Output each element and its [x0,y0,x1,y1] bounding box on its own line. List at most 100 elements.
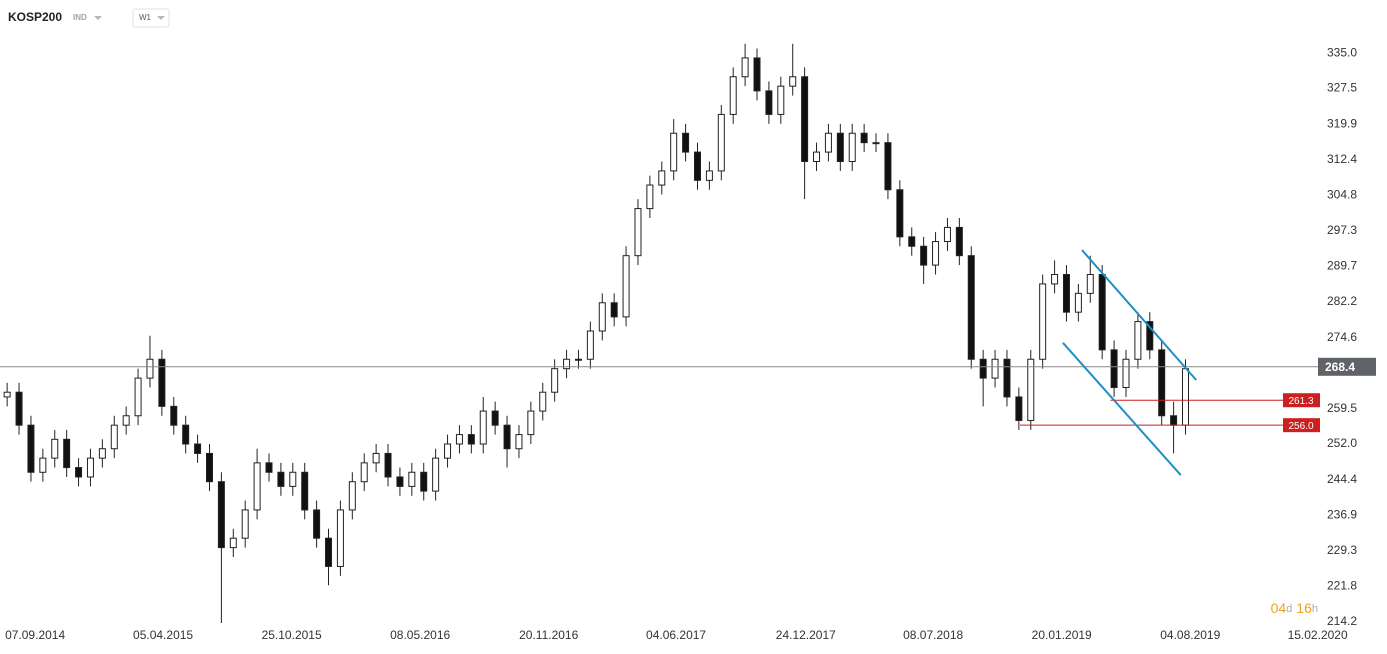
candle-body [313,509,321,539]
candle-body [1074,292,1082,313]
y-tick-label: 229.3 [1327,543,1357,557]
candle-body [1158,349,1166,417]
candle-body [396,476,404,487]
candle-body [51,438,59,459]
candle-body [586,330,594,360]
countdown-days: 04 [1271,600,1287,616]
candle-body [1027,358,1035,421]
x-tick-label: 24.12.2017 [776,628,836,642]
candle-body [896,189,904,238]
x-tick-label: 05.04.2015 [133,628,193,642]
candle-body [1134,321,1142,360]
candle-body [205,452,213,483]
candle-body [967,255,975,360]
y-tick-label: 319.9 [1327,116,1357,130]
countdown-hours-unit: h [1312,603,1318,615]
candle-body [325,537,333,567]
candle-body [789,76,797,87]
trendline [1081,249,1197,381]
candle-body [1122,358,1130,389]
candle-body [229,537,237,549]
candle-body [39,457,47,473]
candle-body [717,113,725,172]
candle-body [1086,274,1094,294]
level-box [1283,393,1320,408]
candle-body [574,358,582,361]
countdown: 04d 16h [1271,600,1318,616]
candle-body [289,471,297,487]
y-tick-label: 297.3 [1327,223,1357,237]
candle-body [705,170,713,181]
x-tick-label: 20.11.2016 [519,628,578,642]
candle-body [122,415,130,426]
candle-body [598,302,606,332]
level-label: 261.3 [1288,396,1313,407]
x-tick-label: 04.08.2019 [1160,628,1220,642]
candle-body [420,471,428,492]
candle-body [551,368,559,393]
candle-body [860,132,868,144]
candle-body [348,481,356,511]
candle-body [741,57,749,78]
x-tick-label: 20.01.2019 [1032,628,1092,642]
candle-body [777,85,785,115]
current-price-box [1318,357,1376,376]
interval-box[interactable] [132,8,170,28]
candle-body [75,467,83,478]
candle-body [277,471,285,487]
candle-body [444,443,452,459]
candle-body [872,142,880,145]
candle-body [682,132,690,153]
x-tick-label: 08.05.2016 [390,628,450,642]
candle-body [515,434,523,450]
candle-body [634,208,642,257]
y-tick-label: 304.8 [1327,188,1357,202]
candle-body [86,457,94,478]
candle-body [622,255,630,318]
candle-body [98,448,106,459]
candle-body [979,358,987,379]
candle-body [1039,283,1047,360]
candle-body [991,358,999,379]
candle-body [336,509,344,567]
candle-body [670,132,678,172]
candle-body [801,76,809,163]
x-tick-label: 15.02.2020 [1288,628,1348,642]
candle-body [610,302,618,318]
candle-body [955,226,963,257]
candle-body [539,391,547,412]
candle-body [301,471,309,511]
candle-body [943,226,951,243]
y-tick-label: 236.9 [1327,507,1357,521]
candle-body [158,358,166,407]
candle-body [170,405,178,426]
y-tick-label: 312.4 [1327,152,1357,166]
candle-body [836,132,844,163]
candle-body [479,410,487,445]
candle-body [360,462,368,483]
candle-body [729,76,737,115]
dropdown-arrow[interactable] [94,16,102,20]
instrument-type[interactable]: IND [73,13,87,22]
trendline [1062,342,1182,476]
y-tick-label: 327.5 [1327,81,1357,95]
candle-body [848,132,856,163]
candle-body [658,170,666,186]
candle-body [813,151,821,163]
level-label: 256.0 [1288,421,1313,432]
dropdown-arrow[interactable] [157,16,165,20]
candle-body [134,377,142,417]
candle-body [194,443,202,454]
candle-body [765,90,773,115]
interval[interactable]: W1 [139,13,152,22]
candle-body [253,462,261,511]
candle-body [217,481,225,549]
candle-body [384,452,392,478]
candle-body [753,57,761,92]
candle-body [241,509,249,539]
x-tick-label: 07.09.2014 [5,628,65,642]
candle-body [1098,274,1106,351]
y-tick-label: 274.6 [1327,330,1357,344]
x-tick-label: 04.06.2017 [646,628,706,642]
